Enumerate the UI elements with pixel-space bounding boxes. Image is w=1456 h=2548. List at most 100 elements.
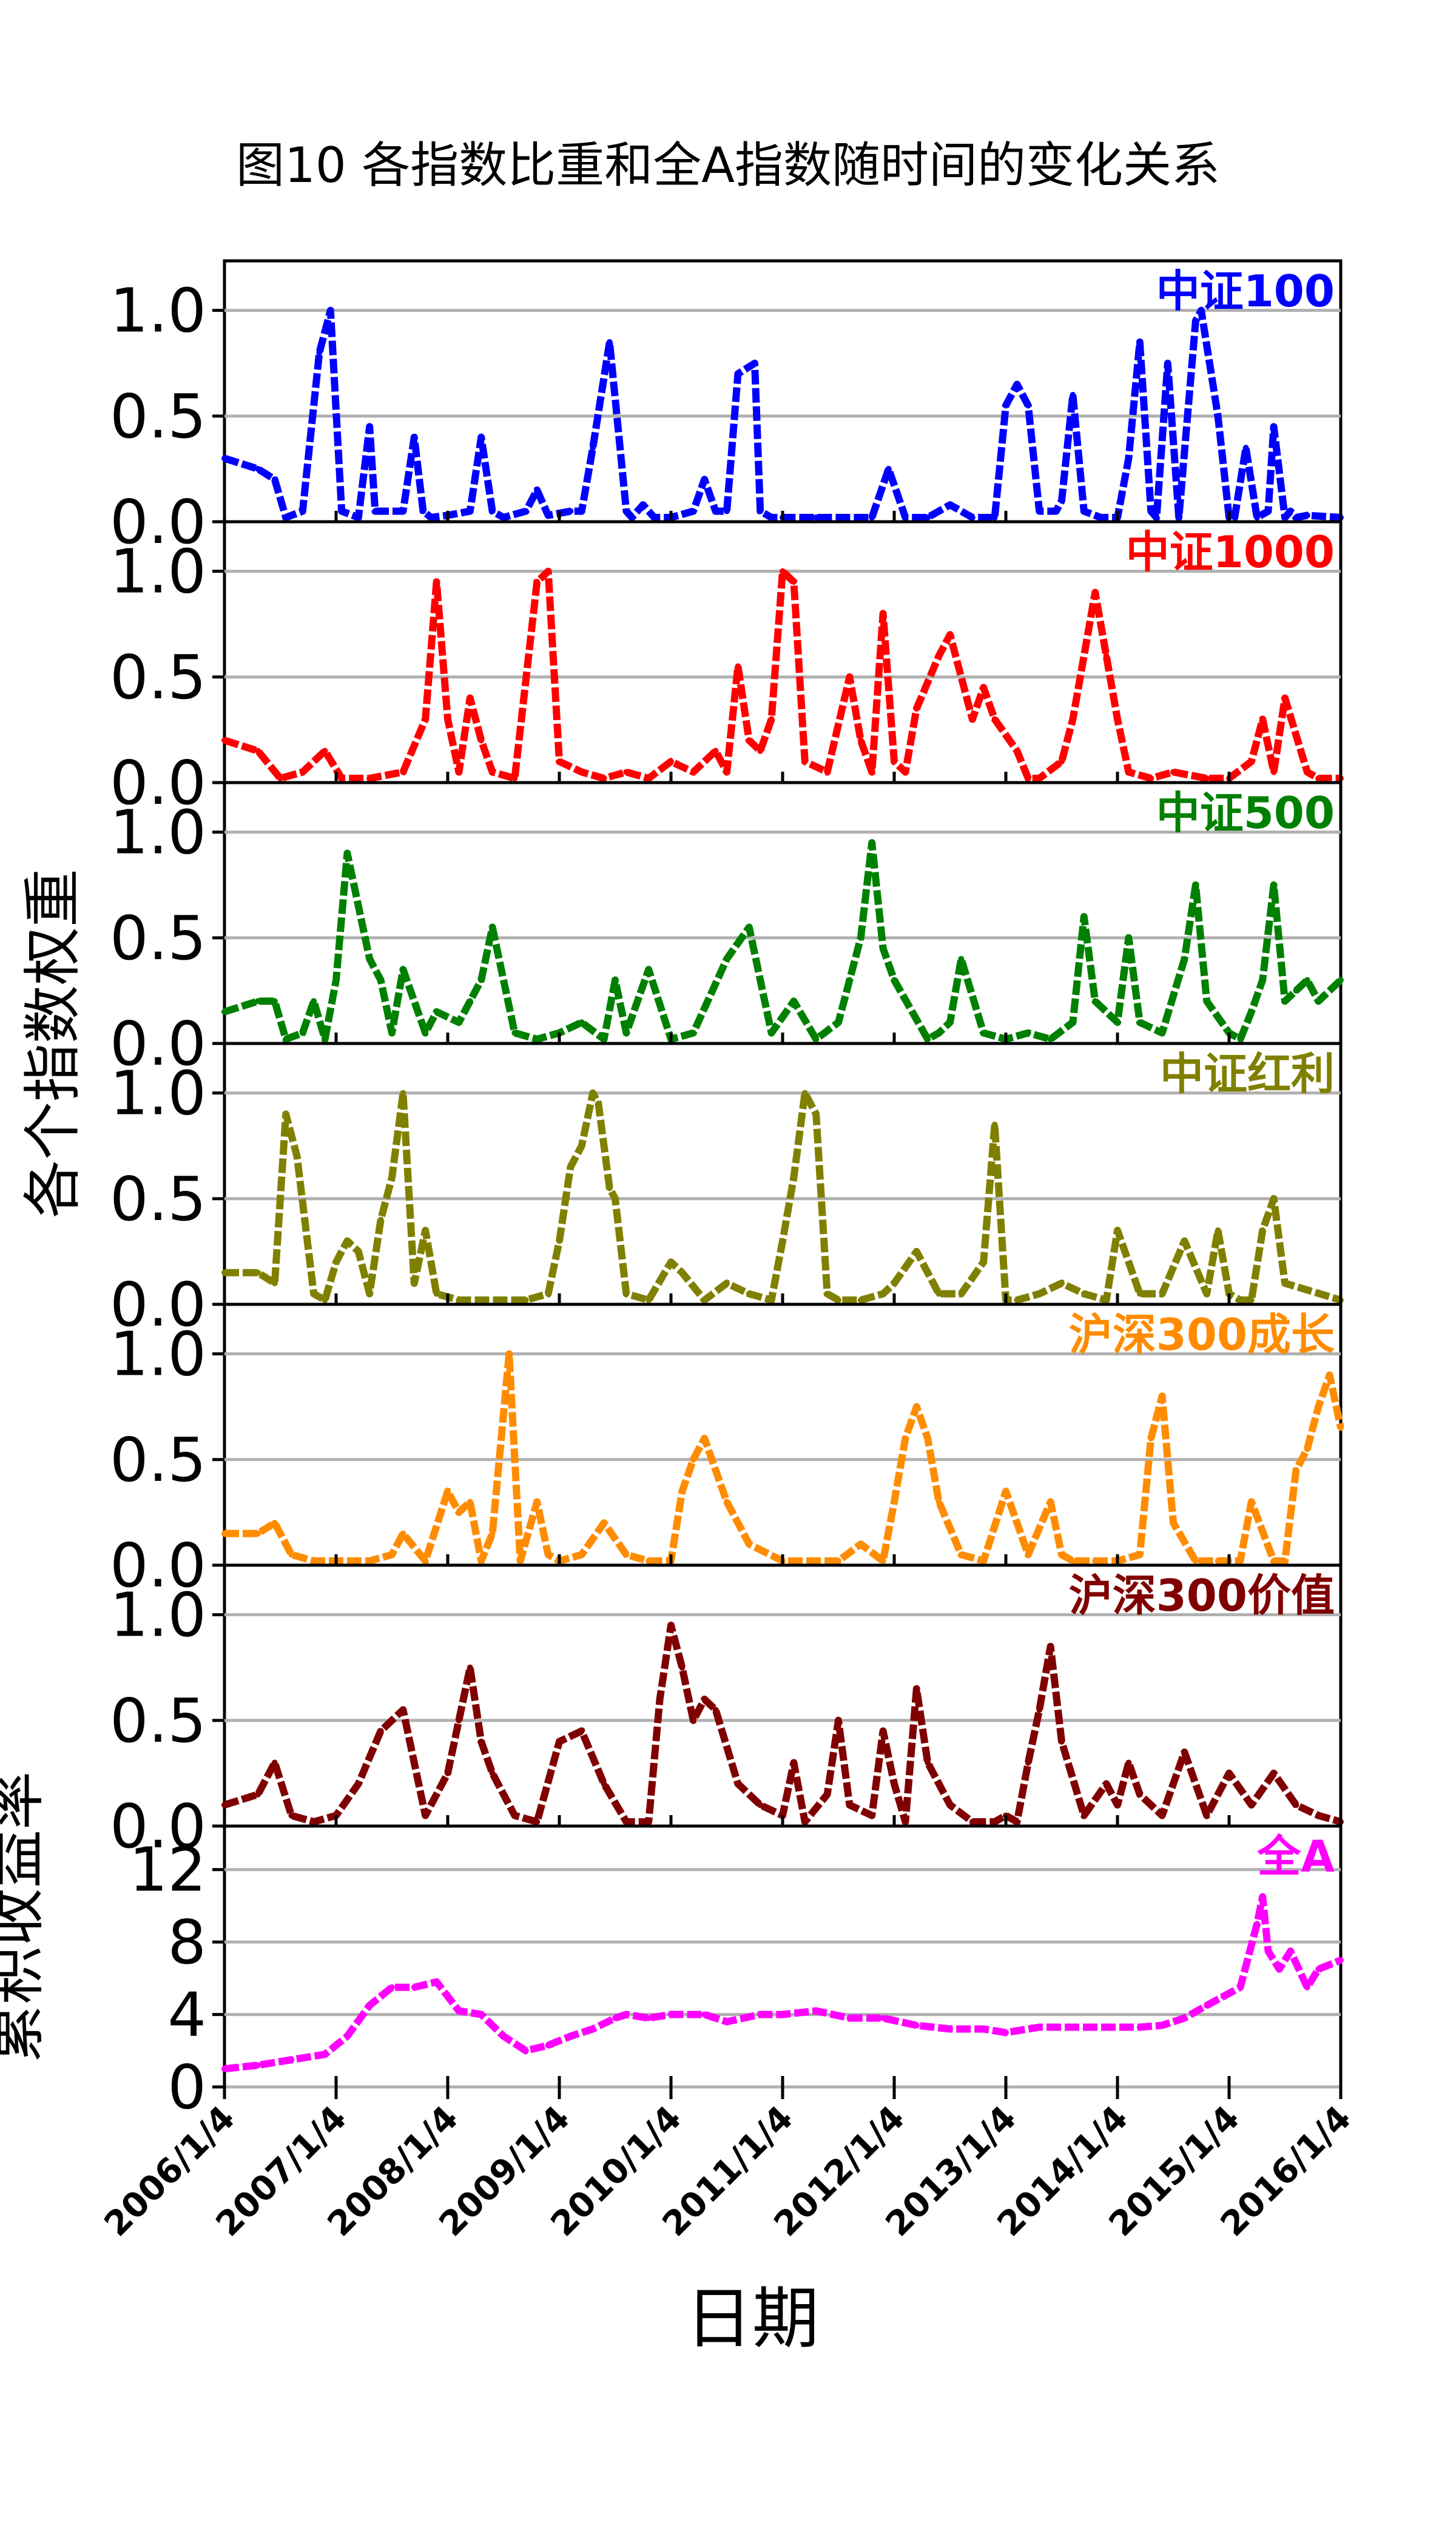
data-point <box>1070 1558 1076 1564</box>
data-point <box>366 1558 373 1564</box>
y-tick-label: 0.5 <box>110 1685 206 1756</box>
data-point <box>913 2022 920 2029</box>
data-point <box>1003 1488 1009 1495</box>
data-point <box>327 307 334 314</box>
data-point <box>1304 512 1310 519</box>
data-point <box>255 998 261 1005</box>
data-point <box>857 737 864 744</box>
data-point <box>411 434 417 440</box>
data-point <box>980 684 987 691</box>
data-point <box>645 1558 652 1564</box>
data-point <box>489 1530 496 1537</box>
data-point <box>1293 987 1299 994</box>
data-point <box>701 1435 708 1441</box>
data-point <box>489 1770 496 1776</box>
data-point <box>935 653 942 659</box>
data-point <box>283 514 289 521</box>
y-tick-label: 0.0 <box>110 747 206 818</box>
data-point <box>355 1781 362 1787</box>
data-point <box>445 1488 451 1495</box>
data-point <box>690 769 696 775</box>
data-point <box>478 977 485 983</box>
data-point <box>1282 1558 1288 1564</box>
data-point <box>712 747 719 754</box>
data-point <box>255 747 261 754</box>
series-label: 中证500 <box>1156 787 1335 838</box>
panel-5: 0.0 0.5 1.0 沪深300成长 <box>110 1303 1344 1601</box>
data-point <box>1092 1558 1099 1564</box>
panel-3: 0.0 0.5 1.0 中证500 <box>110 781 1344 1079</box>
y-axis-label-return: 累积收益率 <box>0 1771 50 2063</box>
panel-1: 0.0 0.5 1.0 中证100 <box>110 259 1344 558</box>
data-point <box>578 769 585 775</box>
data-point <box>857 1541 864 1548</box>
data-point <box>846 977 853 983</box>
series-line <box>223 306 1341 521</box>
data-point <box>801 1819 808 1825</box>
data-point <box>1014 381 1020 388</box>
data-point <box>578 1728 585 1734</box>
chart-title: 图10 各指数比重和全A指数随时间的变化关系 <box>236 137 1220 194</box>
data-point <box>1059 1280 1065 1287</box>
data-point <box>1326 1372 1333 1378</box>
data-point <box>511 775 518 781</box>
data-point <box>1181 1238 1188 1244</box>
data-point <box>757 747 764 754</box>
panels-group: 0.0 0.5 1.0 中证100 0.0 0.5 1.0 中证1000 0.0 0.5 1.0 中证… <box>110 259 1344 2123</box>
y-tick-label: 0.5 <box>110 1164 206 1235</box>
data-point <box>1282 1280 1288 1287</box>
data-point <box>1259 977 1266 983</box>
data-point <box>813 1036 820 1042</box>
data-point <box>545 2042 551 2049</box>
data-point <box>590 1090 596 1096</box>
data-point <box>1159 1812 1165 1819</box>
panel-6: 0.0 0.5 1.0 沪深300价值 <box>110 1563 1344 1862</box>
data-point <box>724 956 730 962</box>
data-point <box>567 1164 574 1170</box>
data-point <box>790 998 797 1005</box>
data-point <box>1159 1030 1165 1036</box>
data-point <box>478 434 485 440</box>
data-point <box>1103 1781 1110 1787</box>
data-point <box>288 1551 295 1558</box>
data-point <box>400 769 406 775</box>
data-point <box>947 2026 953 2032</box>
data-point <box>623 2011 630 2018</box>
data-point <box>640 502 646 508</box>
data-point <box>1282 695 1288 701</box>
data-point <box>389 1030 395 1036</box>
data-point <box>322 747 328 754</box>
data-point <box>1097 514 1104 521</box>
data-point <box>790 1175 797 1181</box>
data-point <box>1237 1036 1244 1042</box>
data-point <box>1176 514 1182 521</box>
data-point <box>1136 339 1143 345</box>
data-point <box>768 514 775 521</box>
data-point <box>1103 653 1110 659</box>
data-point <box>925 1435 931 1441</box>
data-point <box>1136 1791 1143 1798</box>
data-point <box>1103 1297 1110 1303</box>
data-point <box>1226 1770 1232 1776</box>
data-point <box>333 977 339 983</box>
data-point <box>1232 514 1238 521</box>
data-point <box>969 716 976 723</box>
data-point <box>1315 1966 1322 1972</box>
data-point <box>500 2033 507 2040</box>
data-point <box>422 1227 429 1234</box>
data-point <box>1315 775 1322 781</box>
y-tick-label: 0.5 <box>110 1424 206 1495</box>
data-point <box>1092 998 1099 1005</box>
data-point <box>980 2026 987 2032</box>
data-point <box>400 966 406 973</box>
y-tick-label: 1.0 <box>110 1580 206 1651</box>
data-point <box>339 775 345 781</box>
series-label: 中证红利 <box>1160 1048 1335 1099</box>
y-tick-label: 0.0 <box>110 487 206 558</box>
data-point <box>991 1121 998 1128</box>
data-point <box>1036 1290 1043 1297</box>
data-point <box>606 339 613 345</box>
data-point <box>947 1019 953 1026</box>
data-point <box>1204 1290 1210 1297</box>
data-point <box>1270 1558 1277 1564</box>
